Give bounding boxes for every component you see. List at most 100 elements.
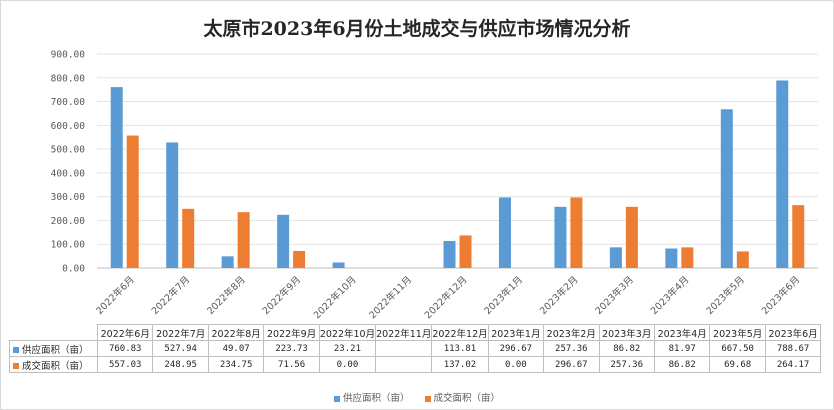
table-cell: 248.95 [152, 356, 209, 373]
table-header-cell: 2023年1月 [487, 324, 545, 341]
table-header-cell: 2023年3月 [598, 324, 655, 341]
bar-sold [126, 135, 139, 268]
table-cell [375, 356, 433, 373]
legend-label-sold: 成交面积（亩） [433, 393, 501, 404]
y-tick-label: 200.00 [51, 216, 86, 227]
table-cell: 69.68 [709, 356, 766, 373]
x-tick-label: 2022年6月 [94, 274, 137, 317]
data-table: 2022年6月 2022年7月 2022年8月 2022年9月 2022年10月 2022… [9, 324, 822, 373]
y-tick-label: 700.00 [51, 97, 86, 108]
x-tick-label: 2022年8月 [204, 274, 247, 317]
y-tick-label: 800.00 [51, 73, 86, 84]
bar-sold [237, 212, 250, 268]
table-cell: 49.07 [207, 340, 265, 357]
y-tick-label: 300.00 [51, 192, 86, 203]
table-cell: 257.36 [598, 356, 655, 373]
table-row-sold: 成交面积（亩） 557.03 248.95 234.75 71.56 0.00 137.02… [9, 356, 822, 373]
table-cell: 86.82 [653, 356, 711, 373]
table-cell: 557.03 [96, 356, 154, 373]
plot-area: 0.00 100.00 200.00 300.00 400.00 500.00 600.00… [51, 50, 818, 322]
y-tick-label: 600.00 [51, 121, 86, 132]
bar-supply [776, 80, 789, 268]
table-header-cell: 2022年7月 [152, 324, 209, 341]
table-header-cell: 2023年6月 [764, 324, 822, 341]
table-header-cell: 2022年12月 [431, 324, 489, 341]
table-header-cell: 2022年11月 [375, 324, 433, 341]
table-cell: 223.73 [263, 340, 320, 357]
table-cell: 113.81 [431, 340, 489, 357]
chart-title: 太原市2023年6月份土地成交与供应市场情况分析 [203, 18, 631, 40]
row-swatch [13, 347, 19, 353]
y-tick-label: 500.00 [51, 145, 86, 156]
bar-supply [554, 206, 567, 268]
table-cell: 667.50 [709, 340, 766, 357]
bar-supply [609, 247, 622, 268]
x-tick-label: 2023年4月 [648, 274, 691, 317]
x-tick-label: 2023年3月 [593, 274, 636, 317]
x-tick-label: 2023年5月 [704, 274, 747, 317]
legend-item-sold: 成交面积（亩） [424, 390, 501, 404]
table-cell: 257.36 [543, 340, 600, 357]
bar-sold [681, 247, 694, 268]
x-tick-label: 2022年7月 [149, 274, 192, 317]
table-cell: 788.67 [764, 340, 822, 357]
bar-supply [665, 248, 678, 268]
table-cell: 760.83 [96, 340, 154, 357]
bar-sold [182, 208, 195, 268]
legend: 供应面积（亩） 成交面积（亩） [0, 390, 834, 404]
bar-sold [792, 205, 805, 268]
table-header-cell: 2022年10月 [318, 324, 377, 341]
bar-sold [570, 197, 583, 268]
table-cell: 264.17 [764, 356, 822, 373]
row-label: 成交面积（亩） [22, 360, 89, 372]
legend-swatch-supply [333, 395, 340, 402]
bar-supply [443, 240, 456, 268]
table-header-cell: 2023年5月 [709, 324, 766, 341]
bar-supply [110, 87, 123, 269]
y-tick-label: 400.00 [51, 168, 86, 179]
table-cell: 137.02 [431, 356, 489, 373]
x-tick-label: 2022年9月 [260, 274, 303, 317]
table-cell: 234.75 [207, 356, 265, 373]
row-swatch [13, 363, 19, 369]
table-cell: 0.00 [318, 356, 377, 373]
bar-supply [166, 142, 179, 268]
x-tick-label: 2022年12月 [422, 274, 470, 322]
table-cell: 86.82 [598, 340, 655, 357]
bar-sold [459, 235, 472, 268]
row-label: 供应面积（亩） [22, 344, 89, 356]
x-tick-label: 2023年1月 [482, 274, 525, 317]
legend-label-supply: 供应面积（亩） [342, 393, 410, 404]
table-row-header: 成交面积（亩） [9, 356, 98, 373]
x-tick-label: 2022年11月 [367, 274, 415, 322]
bar-supply [720, 109, 733, 269]
y-tick-label: 900.00 [51, 50, 86, 61]
table-header-cell: 2023年4月 [653, 324, 711, 341]
bars [110, 80, 805, 269]
bar-supply [498, 197, 511, 268]
table-cell: 296.67 [487, 340, 545, 357]
x-axis: 2022年6月 2022年7月 2022年8月 2022年9月 2022年10月 2022… [94, 274, 803, 322]
table-row-supply: 供应面积（亩） 760.83 527.94 49.07 223.73 23.21 113.8… [9, 340, 822, 357]
table-cell: 71.56 [263, 356, 320, 373]
gridlines [97, 53, 818, 269]
bar-sold [736, 251, 749, 268]
table-header-cell: 2022年6月 [96, 324, 154, 341]
table-header-cell: 2022年9月 [263, 324, 320, 341]
table-row-header: 供应面积（亩） [9, 340, 98, 357]
x-tick-label: 2022年10月 [311, 274, 359, 322]
bar-supply [332, 262, 345, 268]
table-cell: 0.00 [487, 356, 545, 373]
legend-item-supply: 供应面积（亩） [333, 390, 410, 404]
table-header-row: 2022年6月 2022年7月 2022年8月 2022年9月 2022年10月 2022… [9, 324, 822, 341]
y-tick-label: 100.00 [51, 240, 86, 251]
table-header-cell: 2023年2月 [543, 324, 600, 341]
y-axis: 0.00 100.00 200.00 300.00 400.00 500.00 600.00… [51, 50, 86, 275]
legend-swatch-sold [424, 395, 431, 402]
bar-sold [625, 206, 638, 268]
table-cell: 23.21 [318, 340, 377, 357]
table-cell: 527.94 [152, 340, 209, 357]
bar-supply [277, 214, 290, 268]
bar-supply [221, 256, 234, 268]
table-corner-cell [9, 324, 98, 341]
